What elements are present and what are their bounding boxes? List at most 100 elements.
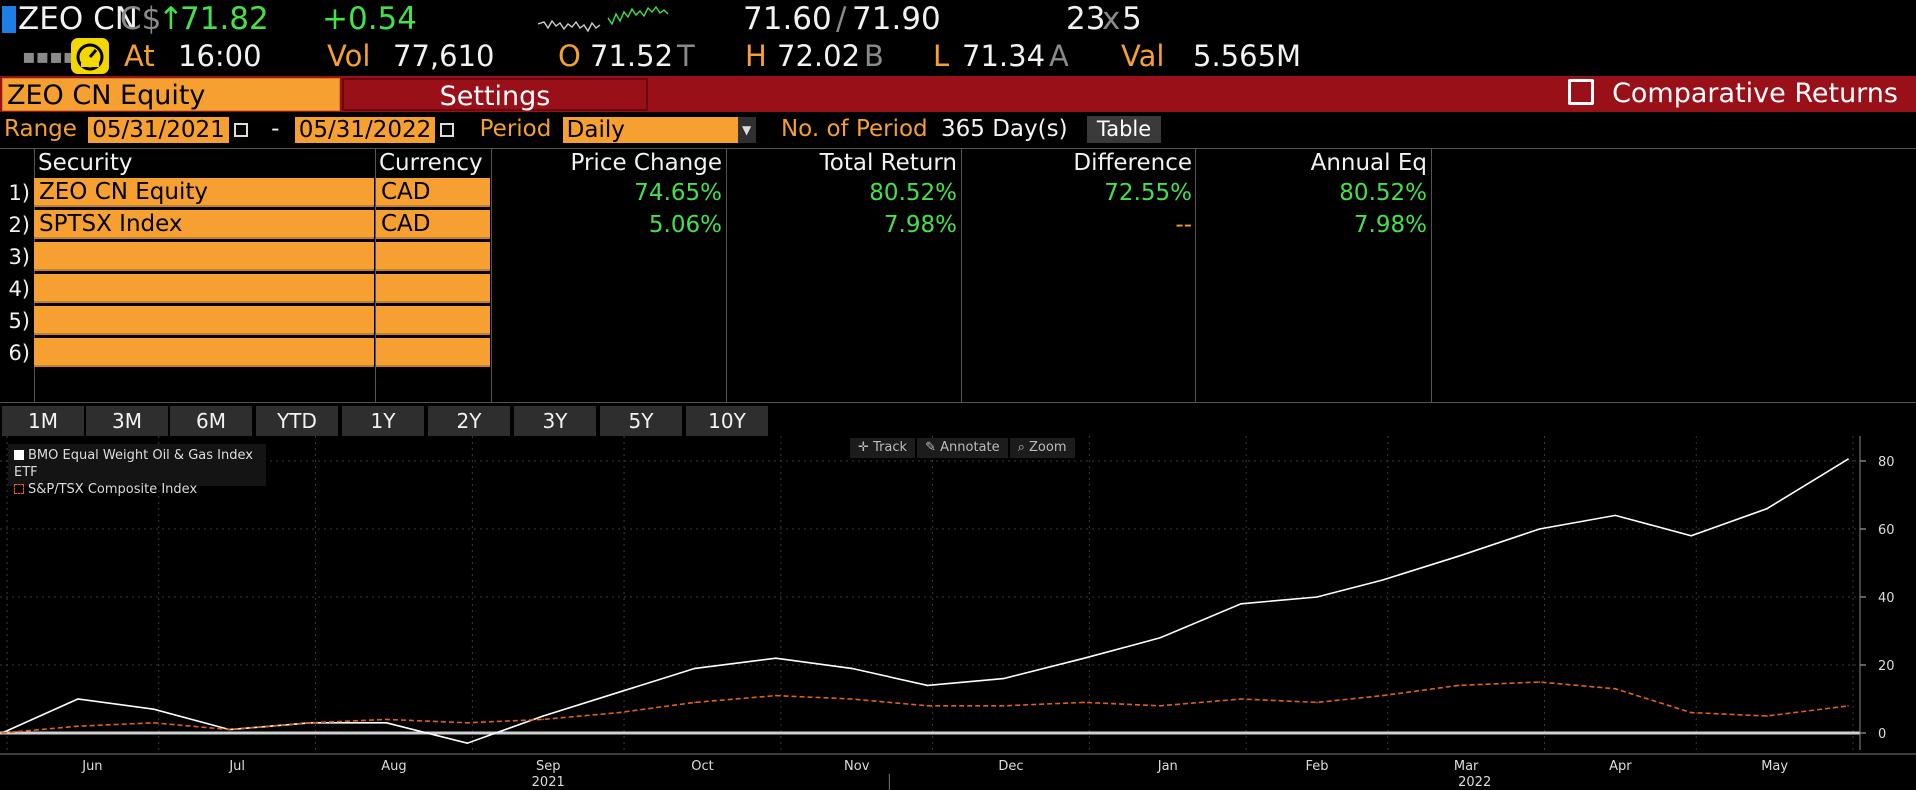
data-point <box>1240 698 1242 700</box>
range-label: Range <box>4 116 77 142</box>
crosshair-icon: ✛ <box>858 440 869 455</box>
chevron-down-icon[interactable]: ▼ <box>737 116 756 143</box>
start-date-input[interactable]: 05/31/2021 <box>88 116 229 143</box>
chart-toolbar: ✛ Track ✎ Annotate ⌕ Zoom <box>850 438 1077 458</box>
security-cell[interactable] <box>34 242 374 271</box>
currency-cell[interactable]: CAD <box>376 178 490 207</box>
security-cell[interactable] <box>34 274 374 303</box>
year-label: 2022 <box>1458 775 1491 790</box>
up-arrow-icon: ↑ <box>158 1 184 37</box>
page-title-text: Comparative Returns <box>1612 78 1898 109</box>
currency-cell[interactable] <box>376 338 490 367</box>
data-point <box>466 722 469 724</box>
header-difference[interactable]: Difference <box>1073 150 1192 176</box>
period-button-1m[interactable]: 1M <box>2 406 84 436</box>
data-point <box>309 722 312 724</box>
currency-cell[interactable] <box>376 306 490 335</box>
low-source: A <box>1049 39 1069 73</box>
period-button-10y[interactable]: 10Y <box>686 406 768 436</box>
period-button-6m[interactable]: 6M <box>170 406 252 436</box>
end-date-input[interactable]: 05/31/2022 <box>294 116 436 143</box>
high-value: 72.02 <box>777 39 861 73</box>
table-button[interactable]: Table <box>1086 116 1162 143</box>
header-price-change[interactable]: Price Change <box>570 150 722 176</box>
range-separator: - <box>271 116 280 142</box>
period-button-2y[interactable]: 2Y <box>428 406 510 436</box>
data-point <box>850 667 853 670</box>
period-button-5y[interactable]: 5Y <box>600 406 682 436</box>
size-separator: x <box>1102 1 1121 37</box>
legend-swatch-orange <box>14 484 24 494</box>
data-point <box>542 718 544 721</box>
legend-item-index[interactable]: S&P/TSX Composite Index <box>14 481 260 498</box>
data-point <box>775 694 777 697</box>
data-point <box>152 708 155 710</box>
magnifier-icon: ⌕ <box>1017 440 1025 455</box>
data-point <box>926 705 929 707</box>
ticker-symbol[interactable]: ZEO CN <box>18 1 138 37</box>
settings-button[interactable]: Settings <box>342 78 648 112</box>
security-field[interactable]: ZEO CN Equity <box>2 78 340 111</box>
track-label: Track <box>873 440 908 455</box>
currency-cell[interactable] <box>376 274 490 303</box>
row-number: 2) <box>8 213 30 237</box>
x-tick-label: Nov <box>844 759 870 774</box>
data-point <box>1766 507 1768 510</box>
price-change-cell: 5.06% <box>648 212 722 238</box>
end-calendar-icon[interactable] <box>440 123 455 137</box>
period-button-3y[interactable]: 3Y <box>514 406 596 436</box>
security-cell[interactable] <box>34 306 374 335</box>
annotate-button[interactable]: ✎ Annotate <box>917 438 1008 458</box>
header-security[interactable]: Security <box>38 150 133 176</box>
data-point <box>1002 677 1005 680</box>
difference-cell: -- <box>1175 212 1192 238</box>
data-point <box>466 742 469 744</box>
net-change: +0.54 <box>322 1 417 37</box>
data-point <box>1614 688 1617 690</box>
difference-cell: 72.55% <box>1104 180 1192 206</box>
currency-cell[interactable]: CAD <box>376 210 490 239</box>
data-point <box>618 711 620 714</box>
low-label: L <box>933 39 950 73</box>
speedometer-icon[interactable] <box>71 38 109 74</box>
range-row: Range 05/31/2021 - 05/31/2022 Period Dai… <box>4 114 1162 144</box>
data-point <box>1766 715 1768 717</box>
no-of-period-label: No. of Period <box>780 116 928 142</box>
annual-eq-cell: 80.52% <box>1339 180 1427 206</box>
data-point <box>1538 681 1541 683</box>
returns-chart[interactable]: 80 60 40 20 0 Jun Jul Aug Sep Oct Nov Dec Jan Feb Mar A… <box>0 436 1916 790</box>
data-point <box>385 718 388 721</box>
external-link-icon[interactable] <box>1568 79 1595 105</box>
data-point <box>1159 637 1161 639</box>
data-point <box>1083 701 1086 704</box>
data-point <box>77 698 79 700</box>
period-select[interactable]: Daily <box>562 116 738 143</box>
security-cell[interactable]: SPTSX Index <box>34 210 374 239</box>
track-button[interactable]: ✛ Track <box>850 438 916 458</box>
header-annual-eq[interactable]: Annual Eq <box>1310 150 1427 176</box>
period-button-3m[interactable]: 3M <box>86 406 168 436</box>
low-value: 71.34 <box>962 39 1046 73</box>
bid-ask-separator: / <box>836 1 847 37</box>
data-point <box>152 722 155 724</box>
data-point <box>1457 555 1460 557</box>
security-cell[interactable] <box>34 338 374 367</box>
data-point <box>1240 603 1242 605</box>
currency-cell[interactable] <box>376 242 490 271</box>
zoom-button[interactable]: ⌕ Zoom <box>1009 438 1075 458</box>
open-label: O <box>558 39 581 73</box>
year-label: 2021 <box>532 775 565 790</box>
at-label: At <box>124 39 155 73</box>
legend-item-etf[interactable]: BMO Equal Weight Oil & Gas Index ETF <box>14 447 260 481</box>
col-divider <box>961 148 962 403</box>
period-button-ytd[interactable]: YTD <box>256 406 338 436</box>
data-point <box>850 698 853 700</box>
security-cell[interactable]: ZEO CN Equity <box>34 178 374 207</box>
header-currency[interactable]: Currency <box>379 150 483 176</box>
period-button-1y[interactable]: 1Y <box>342 406 424 436</box>
x-tick-label: Oct <box>691 759 713 774</box>
header-total-return[interactable]: Total Return <box>819 150 957 176</box>
legend-swatch-white <box>14 450 24 460</box>
start-calendar-icon[interactable] <box>233 123 248 137</box>
bid-price: 71.60 <box>743 1 832 37</box>
